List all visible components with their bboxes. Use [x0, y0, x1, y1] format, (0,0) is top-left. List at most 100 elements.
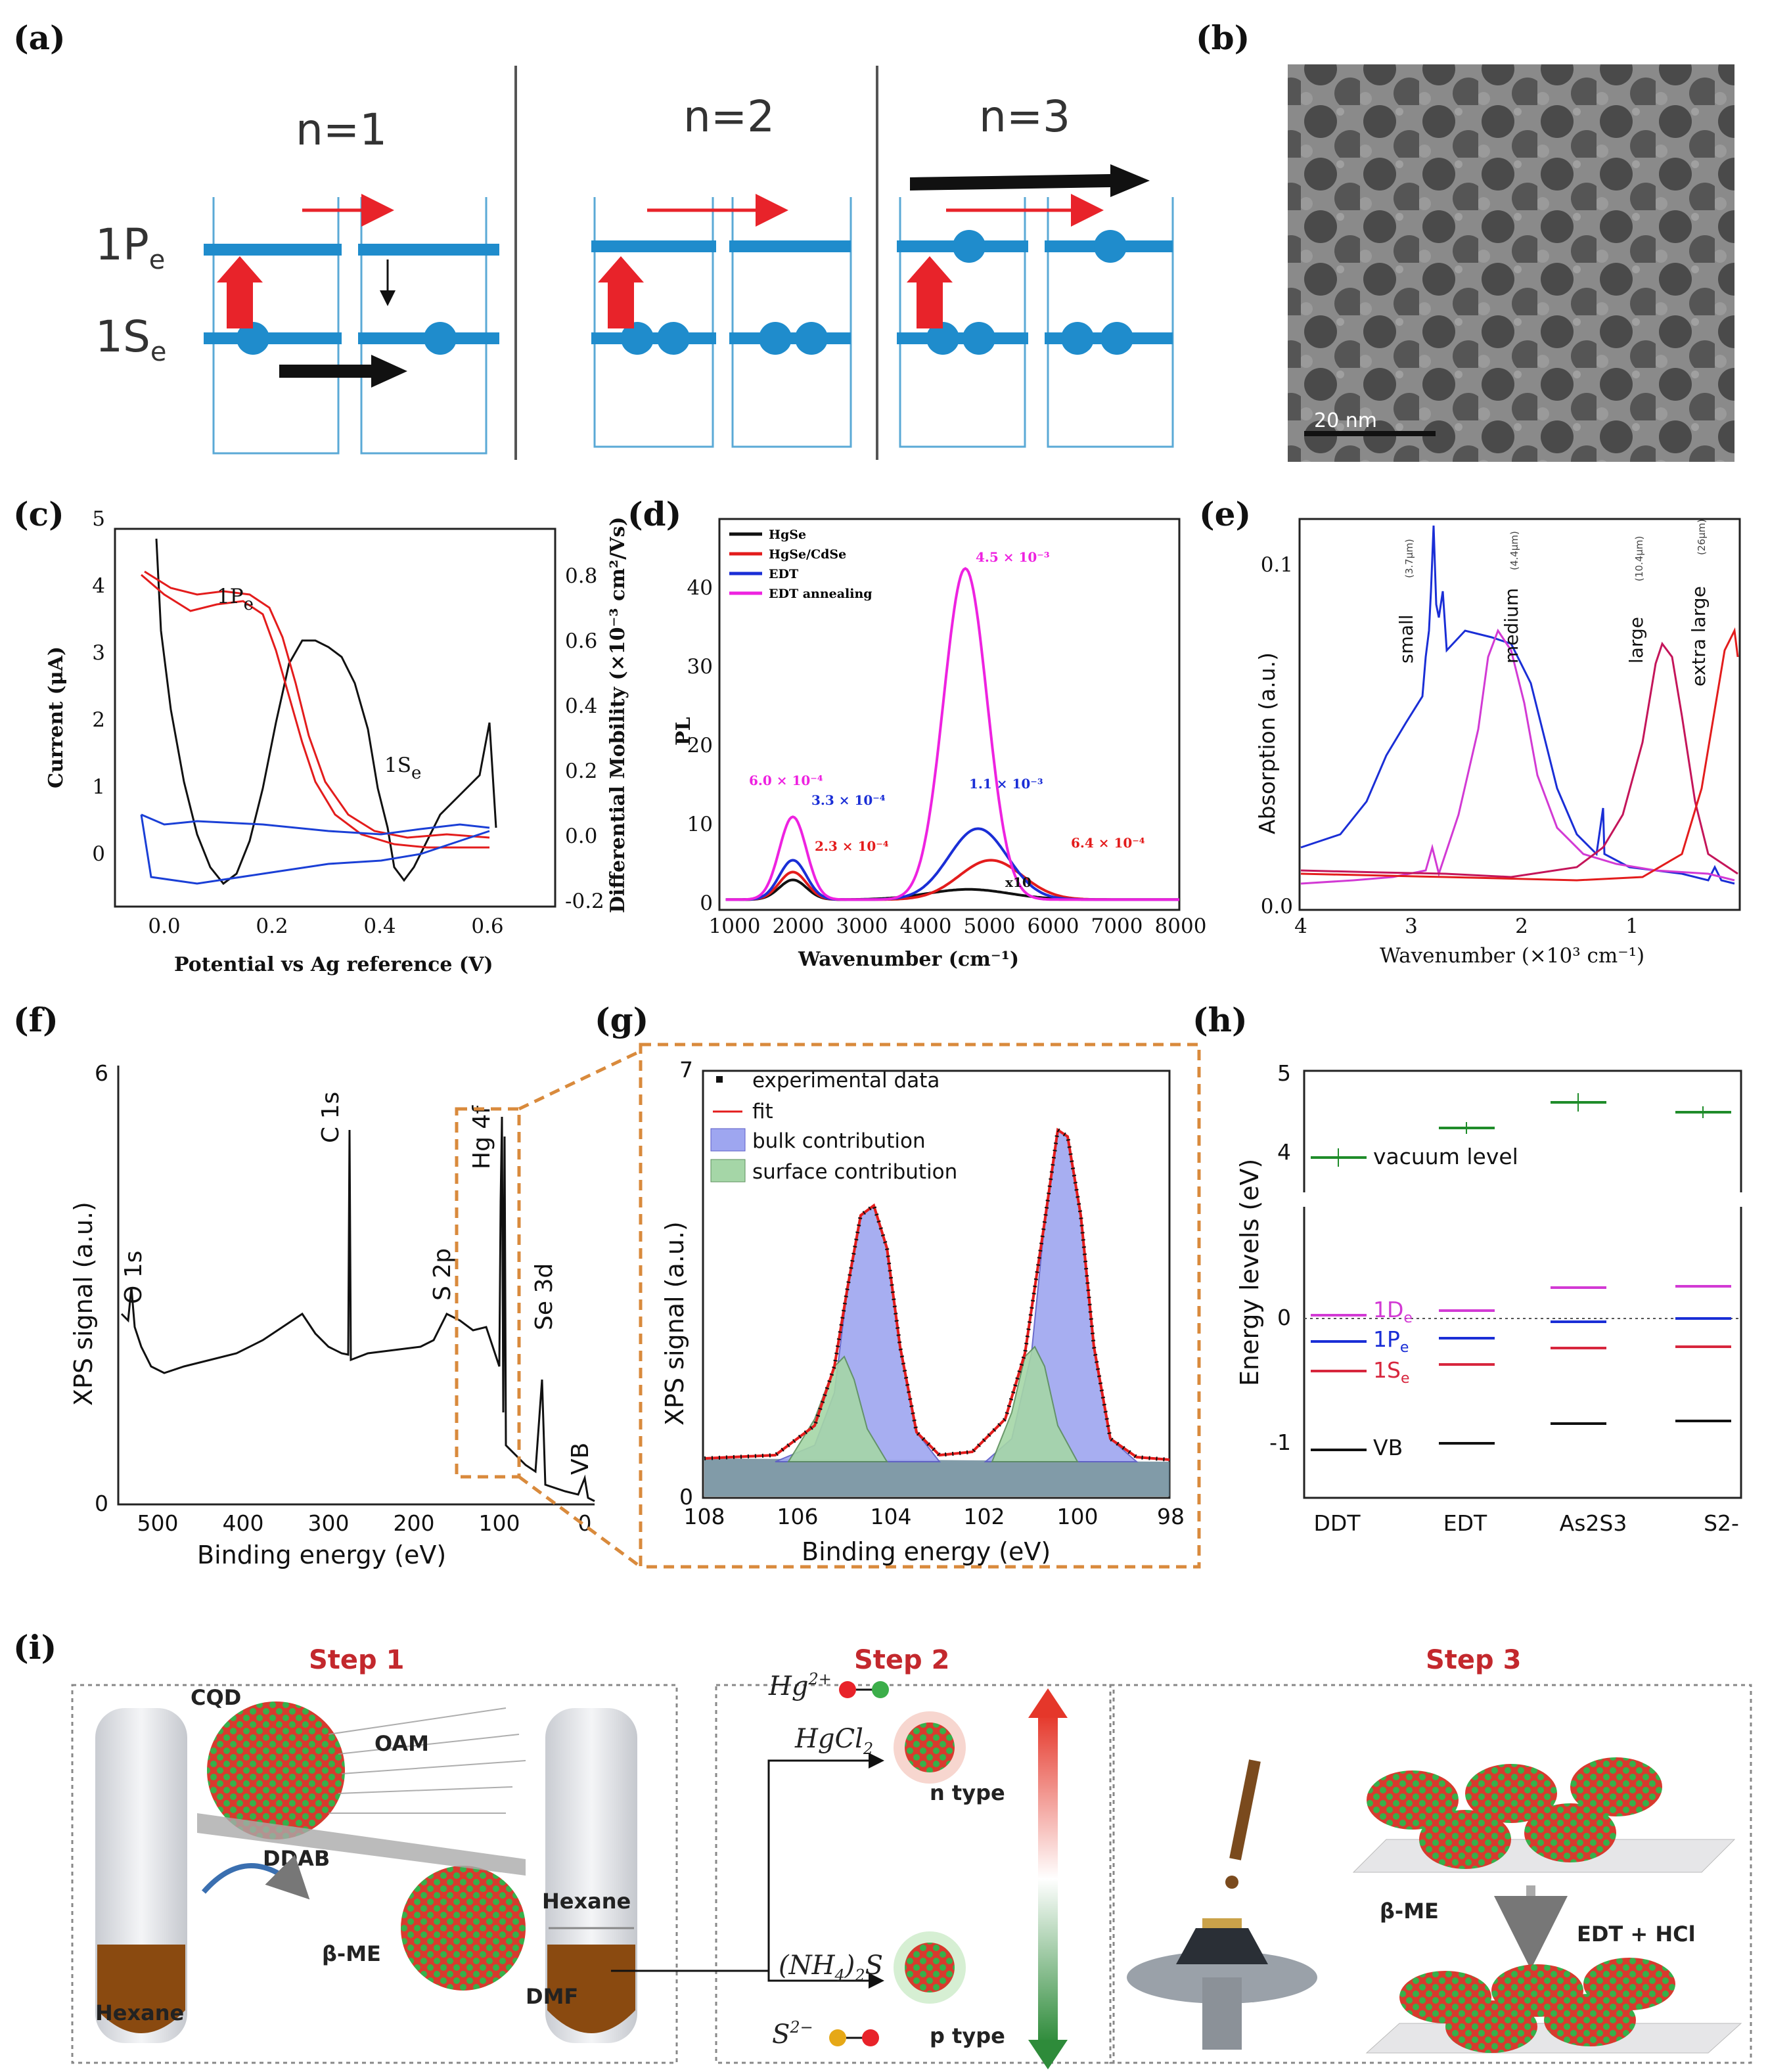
tick-label: 0.2: [565, 759, 597, 783]
panel-label-g: (g): [595, 1001, 648, 1039]
tick-label: 102: [964, 1504, 1005, 1529]
panel-label-a: (a): [13, 18, 66, 57]
panel-a: (a) n=1 n=2 n=3 1Pe 1Se: [13, 18, 1174, 460]
curve-label: small: [1395, 614, 1417, 664]
cqd-particle: [401, 1866, 526, 1991]
tick-label: 100: [479, 1510, 520, 1536]
current-curve-red-1: [141, 574, 489, 849]
p-peak-label: 1Pe: [217, 585, 254, 614]
xps-survey: [120, 1116, 595, 1502]
zoom-box: [455, 1107, 521, 1479]
curve-label: large: [1625, 617, 1647, 664]
tick-label: 200: [394, 1510, 435, 1536]
tick-label: 20: [687, 734, 713, 757]
edt-hcl-label: EDT + HCl: [1577, 1922, 1696, 1947]
size-label: (4.4μm): [1508, 531, 1520, 570]
tick-label: 1000: [709, 914, 761, 938]
tick-label: 104: [871, 1504, 912, 1529]
tick-label: 7000: [1091, 914, 1143, 938]
panel-label-b: (b): [1196, 18, 1250, 57]
panel-c: (c) Current (μA) Differential Mobility (…: [13, 495, 629, 976]
tick-label: 0: [1277, 1305, 1291, 1330]
bme-label: β-ME: [322, 1941, 381, 1966]
tick-label: S2-: [1704, 1510, 1739, 1536]
annotation: x10: [1005, 874, 1031, 890]
tick-label: 2000: [773, 914, 825, 938]
tick-label: 40: [687, 576, 713, 600]
tick-label: 6: [95, 1060, 108, 1086]
peak-label: Se 3d: [531, 1263, 558, 1330]
tick-label: 2: [92, 708, 105, 732]
plot-frame: [702, 1070, 1171, 1499]
tick-label: 3000: [836, 914, 888, 938]
peak-label: O 1s: [120, 1251, 147, 1304]
legend-fit: fit: [752, 1100, 773, 1123]
level-label: vacuum level: [1373, 1144, 1518, 1169]
p-type-label: p type: [930, 2023, 1005, 2048]
level-label: 1Pe: [1373, 1326, 1409, 1356]
annotation: 6.4 × 10⁻⁴: [1071, 835, 1145, 851]
curve-label: extra large: [1688, 586, 1710, 687]
plot-frame: [114, 528, 556, 908]
tick-label: 4: [1277, 1139, 1291, 1165]
n-type-label: n type: [930, 1780, 1005, 1805]
panel-label-c: (c): [13, 495, 64, 533]
tick-label: 30: [687, 655, 713, 679]
tick-label: 3: [1405, 914, 1418, 938]
tick-label: 0.0: [1261, 895, 1293, 918]
tick-label: 98: [1157, 1504, 1185, 1529]
legend-hgse-cdse: HgSe/CdSe: [769, 547, 846, 562]
level-label: 1Se: [1373, 1357, 1410, 1387]
s-level-label: 1Se: [95, 311, 167, 367]
absorption-large: [1300, 641, 1738, 878]
tick-label: As2S3: [1560, 1510, 1627, 1536]
zoom-frame: [639, 1043, 1201, 1569]
tick-label: 0: [700, 891, 713, 915]
panel-e: (e) Absorption (a.u.) Wavenumber (×10³ c…: [1199, 495, 1741, 968]
peak-label: S 2p: [429, 1248, 456, 1301]
level-label: VB: [1373, 1435, 1403, 1460]
tick-label: 10: [687, 813, 713, 836]
tick-label: -1: [1269, 1430, 1291, 1455]
legend-edt-annealing: EDT annealing: [769, 587, 873, 601]
bme-label-step3: β-ME: [1380, 1899, 1439, 1924]
xlabel: Binding energy (eV): [197, 1541, 446, 1569]
panel-h: (h) Energy levels (eV) DDT EDT As2S3 S2- 5 4 0…: [1192, 1001, 1751, 1536]
panel-label-i: (i): [13, 1628, 57, 1667]
peak-label: C 1s: [317, 1092, 344, 1143]
oam-label: OAM: [374, 1731, 429, 1756]
s-ion: S2−: [772, 2018, 813, 2050]
tick-label: 3: [92, 641, 105, 665]
size-label: (10.4μm): [1633, 536, 1645, 581]
annotation: 2.3 × 10⁻⁴: [815, 838, 889, 854]
panel-d: (d) PL Wavenumber (cm⁻¹) 1000 2000 3000 400…: [627, 495, 1206, 971]
current-curve-red-2: [144, 570, 490, 839]
panel-f: (f) XPS signal (a.u.) Binding energy (eV…: [13, 1001, 642, 1569]
xlabel: Potential vs Ag reference (V): [174, 953, 493, 976]
legend-edt: EDT: [769, 567, 798, 581]
annotation: 1.1 × 10⁻³: [969, 776, 1043, 792]
tick-label: 0.0: [565, 824, 597, 848]
n1-label: n=1: [296, 104, 387, 155]
tick-label: 0.0: [148, 914, 180, 938]
hgcl2: HgCl2: [794, 1724, 873, 1758]
tick-label: 8000: [1155, 914, 1207, 938]
tick-label: -0.2: [565, 890, 604, 913]
n3-label: n=3: [979, 91, 1070, 142]
tick-label: 7: [679, 1057, 693, 1083]
pl-edt-annealing: [725, 567, 1179, 901]
legend-experimental: experimental data: [752, 1069, 940, 1092]
plot-frame: [1303, 1070, 1742, 1499]
tick-label: 100: [1057, 1504, 1099, 1529]
ylabel: XPS signal (a.u.): [660, 1221, 689, 1426]
tick-label: 5: [1277, 1060, 1291, 1086]
size-label: (3.7μm): [1403, 539, 1415, 578]
tick-label: 5000: [964, 914, 1016, 938]
surface-peak-1: [787, 1355, 888, 1462]
ylabel: Energy levels (eV): [1235, 1159, 1264, 1386]
tick-label: 500: [137, 1510, 179, 1536]
p-level-label: 1Pe: [95, 219, 165, 275]
tick-label: 300: [308, 1510, 350, 1536]
plot-frame: [1298, 518, 1741, 911]
absorption-small: [1300, 525, 1735, 885]
